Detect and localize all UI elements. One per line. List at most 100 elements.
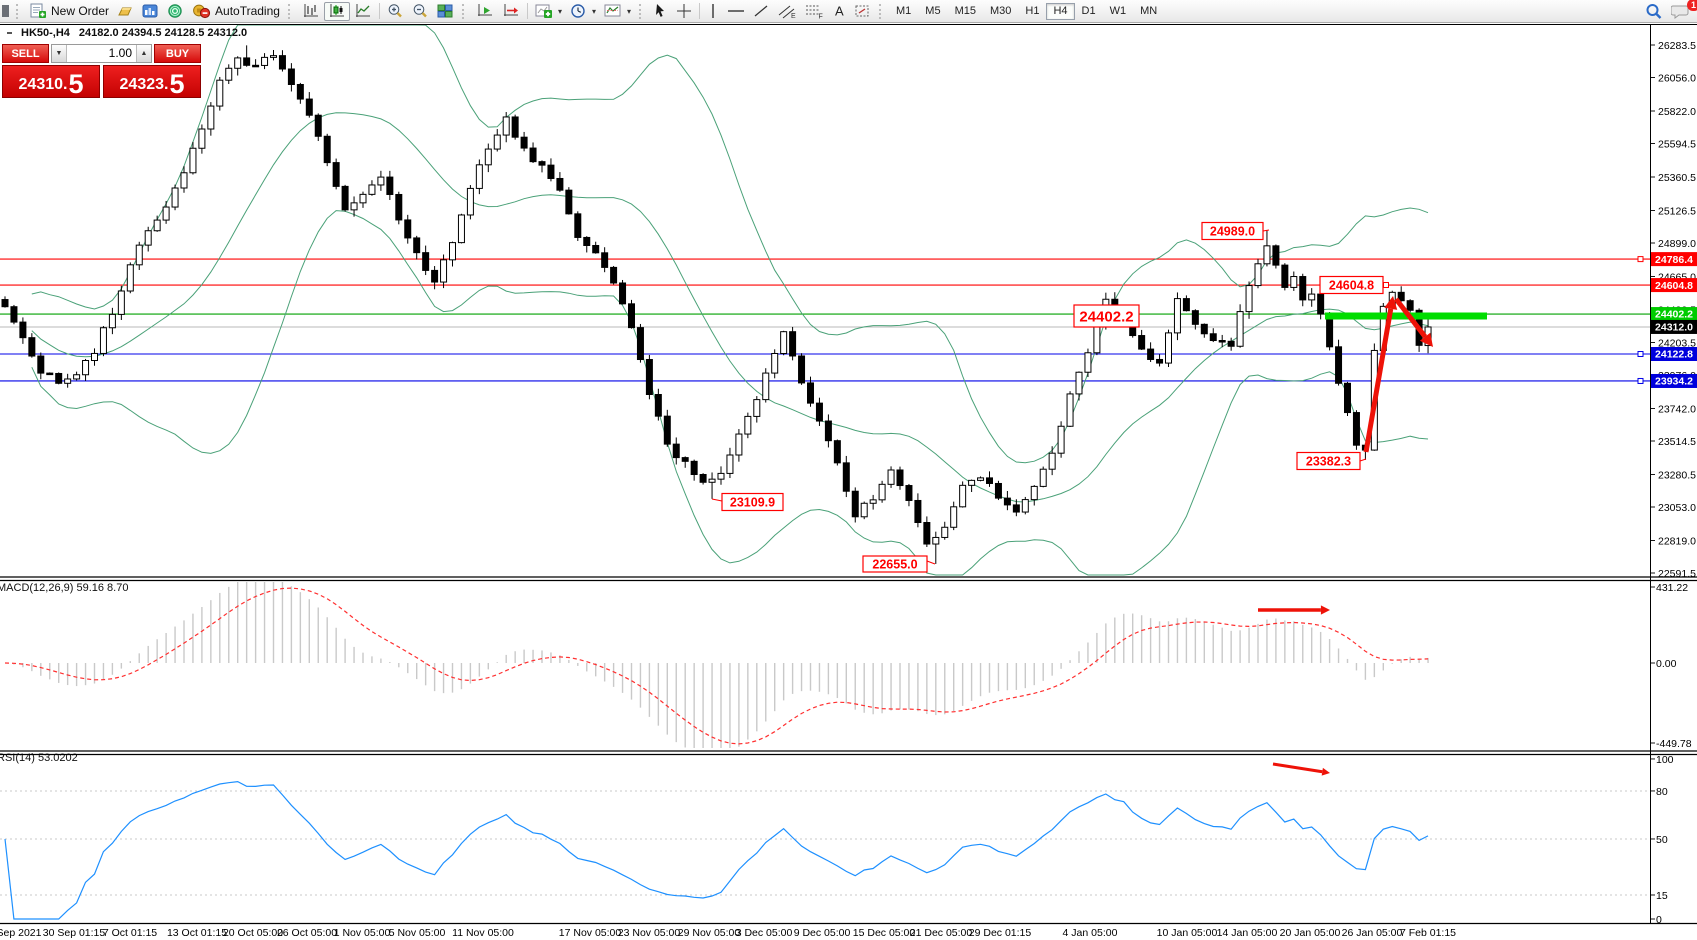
line-chart-button[interactable] (350, 2, 376, 21)
price-callout-24989.0[interactable]: 24989.0 (1201, 221, 1270, 241)
price-callout-22655.0[interactable]: 22655.0 (862, 555, 936, 573)
candle-body (296, 83, 304, 100)
candle-body (1317, 293, 1325, 315)
hline-anchor-marker[interactable] (1637, 256, 1644, 263)
price-axis[interactable]: 26283.5 26056.0 25822.0 25594.5 25360.5 25126… (1650, 40, 1697, 580)
candle-body (744, 415, 752, 435)
candle-body (1182, 298, 1190, 312)
tile-windows-button[interactable] (433, 2, 458, 21)
buy-price-fraction: 5 (169, 69, 185, 99)
horizontal-line-button[interactable] (723, 2, 749, 21)
trendline-button[interactable] (749, 2, 774, 21)
cursor-button[interactable] (649, 2, 672, 21)
toolbar-separator (378, 3, 380, 19)
price-callout-24402.2[interactable]: 24402.2 (1073, 304, 1140, 328)
auto-scroll-button[interactable] (472, 2, 498, 21)
candlestick-series (1, 45, 1432, 564)
candle-body (986, 477, 993, 484)
rsi-label: RSI(14) 53.0202 (0, 752, 78, 764)
trendline-icon (754, 5, 768, 17)
fibonacci-button[interactable]: F (801, 2, 828, 21)
crosshair-button[interactable] (672, 2, 696, 21)
rsi-line (4, 780, 1429, 920)
time-axis[interactable]: Sep 2021 30 Sep 01:157 Oct 01:15 13 Oct 01… (0, 927, 1456, 939)
candle-body (798, 355, 806, 384)
candle-body (1075, 371, 1083, 395)
zoom-in-button[interactable] (383, 2, 408, 21)
candle-body (1227, 340, 1235, 347)
signals-button[interactable] (163, 2, 188, 21)
zoom-out-button[interactable] (408, 2, 433, 21)
tf-h4[interactable]: H4 (1046, 2, 1075, 20)
candle-body (690, 460, 698, 476)
candle-body (73, 374, 81, 380)
tf-h1[interactable]: H1 (1018, 3, 1046, 20)
trend-arrow-down[interactable] (1394, 297, 1433, 347)
notifications-button[interactable]: 1 (1667, 0, 1697, 21)
time-tick-label: 23 Nov 05:00 (618, 927, 681, 939)
tf-d1[interactable]: D1 (1075, 3, 1103, 20)
symbol-period-label: HK50-,H4 (21, 27, 70, 39)
hline-anchor-marker[interactable] (1637, 377, 1644, 384)
market-panel-button[interactable] (138, 2, 163, 21)
toolbar-drag-handle[interactable] (639, 3, 645, 19)
candle-body (368, 184, 376, 195)
fibonacci-icon: F (806, 5, 823, 19)
candlestick-chart-button[interactable] (323, 1, 350, 21)
tf-m30[interactable]: M30 (983, 3, 1018, 20)
price-callout-23109.9[interactable]: 23109.9 (711, 492, 784, 512)
volume-increase-button[interactable]: ▲ (136, 45, 151, 62)
toolbar-drag-handle[interactable] (16, 3, 22, 19)
tf-w1[interactable]: W1 (1103, 3, 1134, 20)
trend-arrow-up[interactable] (1363, 296, 1398, 453)
volume-down-icon: ▼ (55, 50, 63, 57)
tf-m1[interactable]: M1 (889, 3, 918, 20)
channel-button[interactable]: E (774, 2, 801, 21)
candle-body (842, 462, 850, 492)
toolbar-drag-handle[interactable] (461, 3, 468, 19)
candle-body (323, 135, 331, 164)
chart-shift-button[interactable] (498, 2, 524, 21)
toolbar-drag-handle[interactable] (287, 3, 294, 19)
sell-price-box[interactable]: 24310. 5 (2, 65, 100, 98)
candle-body (1, 299, 9, 308)
price-callout-23382.3[interactable]: 23382.3 (1296, 451, 1367, 471)
bar-chart-button[interactable] (298, 2, 324, 21)
candle-body (1057, 425, 1065, 454)
autotrading-button[interactable]: AutoTrading (188, 2, 284, 21)
deposit-button[interactable] (113, 2, 138, 21)
hline-anchor-marker[interactable] (1637, 351, 1644, 358)
toolbar-drag-handle[interactable] (879, 3, 885, 19)
sell-button[interactable]: SELL (2, 44, 49, 63)
candle-body (681, 457, 689, 462)
periods-button[interactable]: ▾ (566, 2, 600, 21)
new-order-button[interactable]: New Order (26, 2, 113, 21)
candle-body (162, 206, 170, 221)
macd-flat-arrow[interactable] (1258, 605, 1330, 615)
indicators-button[interactable]: ▾ (531, 2, 566, 21)
buy-price-box[interactable]: 24323. 5 (103, 65, 201, 98)
main-toolbar: New Order AutoTrading (0, 0, 1697, 23)
candle-body (824, 420, 832, 442)
text-button[interactable]: A (828, 2, 850, 21)
volume-decrease-button[interactable]: ▼ (52, 45, 67, 62)
candle-body (332, 162, 340, 187)
vertical-line-button[interactable] (703, 2, 723, 21)
time-tick-label: 15 Dec 05:00 (853, 927, 916, 939)
rsi-flat-arrow[interactable] (1272, 762, 1330, 776)
price-callout-24604.8[interactable]: 24604.8 (1319, 275, 1389, 295)
volume-field[interactable]: 1.00 (108, 46, 132, 60)
arrow-label-button[interactable] (850, 2, 875, 21)
search-button[interactable] (1641, 2, 1667, 21)
buy-button[interactable]: BUY (154, 44, 201, 63)
candle-body (82, 360, 90, 376)
candle-body (1147, 348, 1155, 360)
tf-m5[interactable]: M5 (918, 3, 947, 20)
tf-m15[interactable]: M15 (948, 3, 983, 20)
buy-price-main: 24323. (119, 76, 169, 93)
tf-mn[interactable]: MN (1133, 3, 1164, 20)
new-order-label: New Order (51, 4, 110, 18)
templates-button[interactable]: ▾ (600, 2, 635, 21)
candle-body (1084, 352, 1092, 373)
